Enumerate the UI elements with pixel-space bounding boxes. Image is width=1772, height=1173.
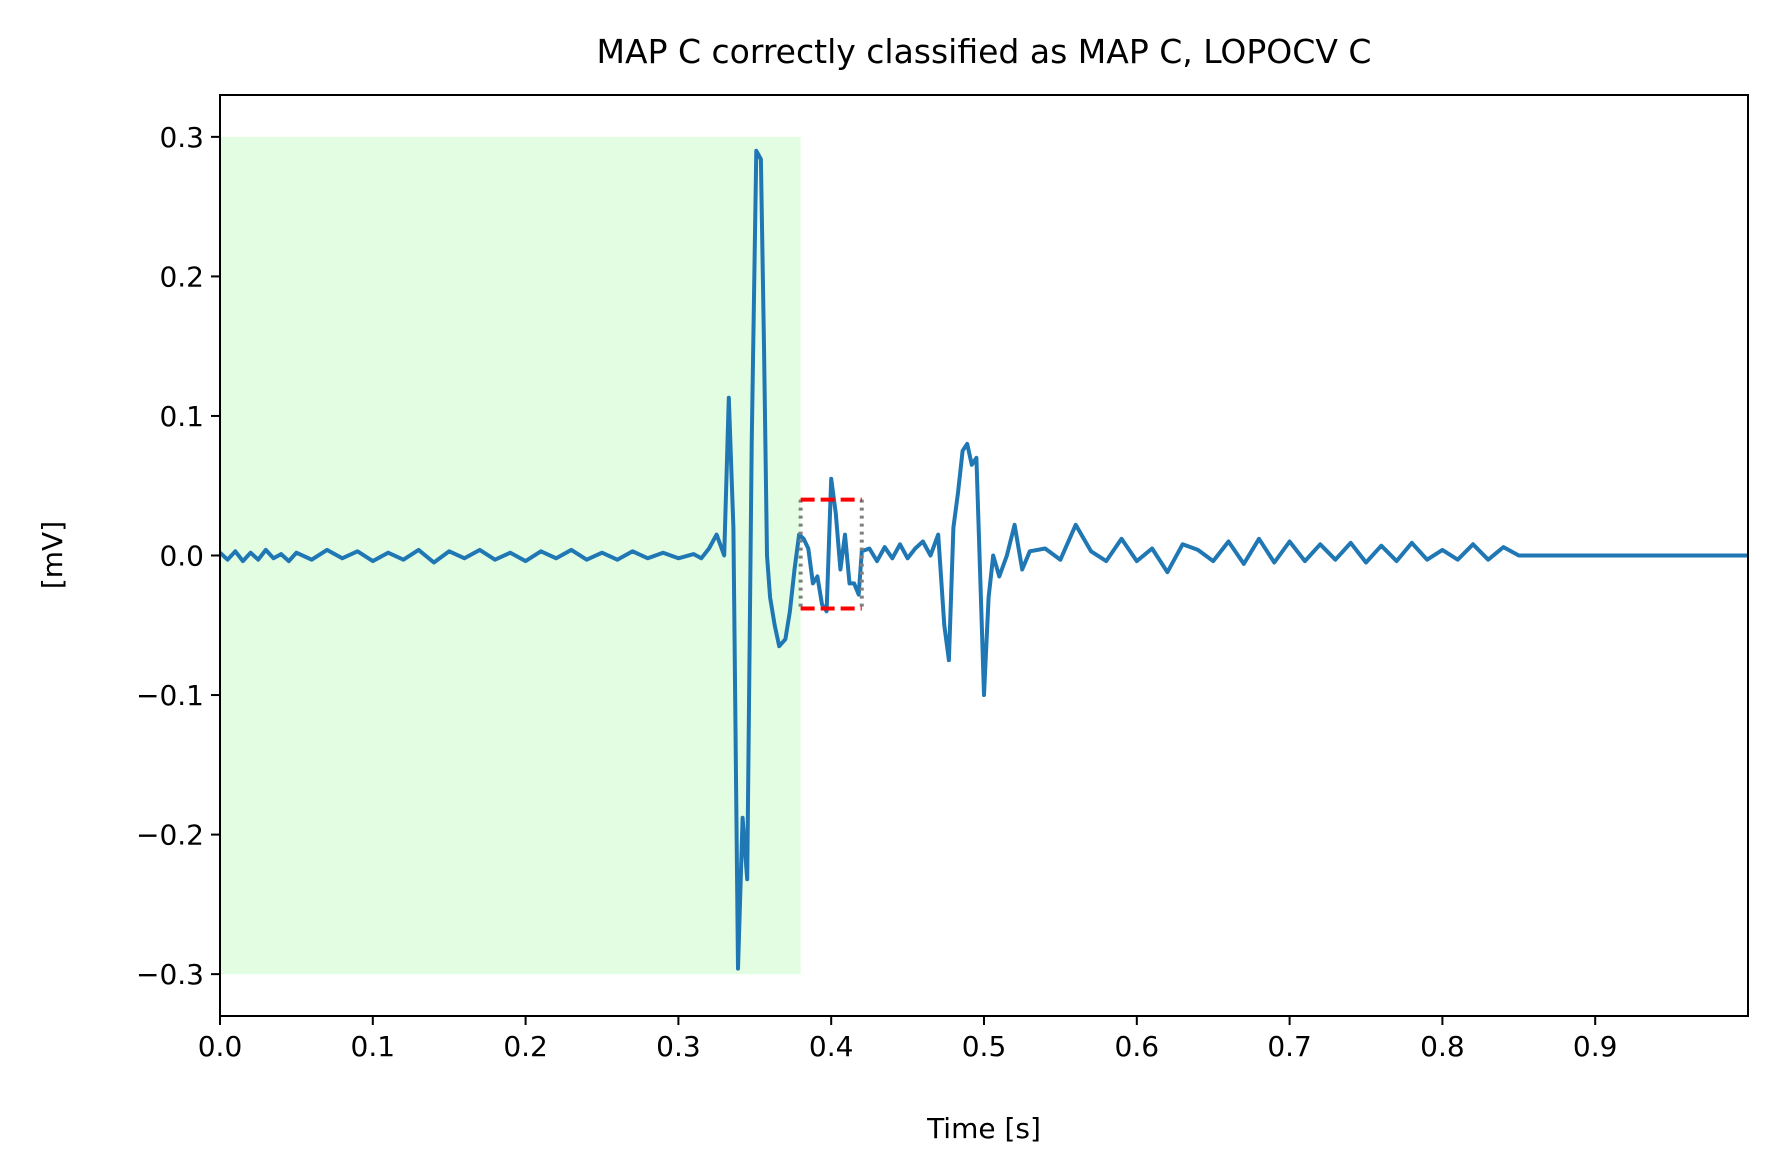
x-tick-label: 0.2: [503, 1030, 548, 1063]
x-tick-label: 0.5: [962, 1030, 1007, 1063]
x-tick-label: 0.4: [809, 1030, 854, 1063]
y-tick-label: −0.3: [136, 958, 204, 991]
y-tick-label: −0.2: [136, 819, 204, 852]
highlight-box: [798, 497, 864, 611]
y-tick-label: 0.3: [159, 121, 204, 154]
x-tick-label: 0.3: [656, 1030, 701, 1063]
y-axis-label: [mV]: [36, 521, 69, 589]
x-axis-label: Time [s]: [926, 1112, 1041, 1145]
y-tick-label: 0.0: [159, 540, 204, 573]
chart-title: MAP C correctly classified as MAP C, LOP…: [597, 32, 1372, 71]
y-tick-label: 0.2: [159, 260, 204, 293]
x-tick-label: 0.1: [351, 1030, 396, 1063]
x-tick-label: 0.0: [198, 1030, 243, 1063]
x-tick-label: 0.7: [1267, 1030, 1312, 1063]
y-tick-label: −0.1: [136, 679, 204, 712]
series-line: [218, 148, 1748, 971]
plot-frame: [219, 94, 1749, 1017]
x-tick-label: 0.8: [1420, 1030, 1465, 1063]
y-tick-label: 0.1: [159, 400, 204, 433]
x-tick-label: 0.9: [1573, 1030, 1618, 1063]
x-ticks: 0.0 0.1 0.2 0.3 0.4 0.5 0.6 0.7 0.8 0.9: [198, 1016, 1618, 1063]
x-tick-label: 0.6: [1115, 1030, 1160, 1063]
y-ticks: 0.3 0.2 0.1 0.0 −0.1 −0.2 −0.3: [136, 121, 220, 991]
